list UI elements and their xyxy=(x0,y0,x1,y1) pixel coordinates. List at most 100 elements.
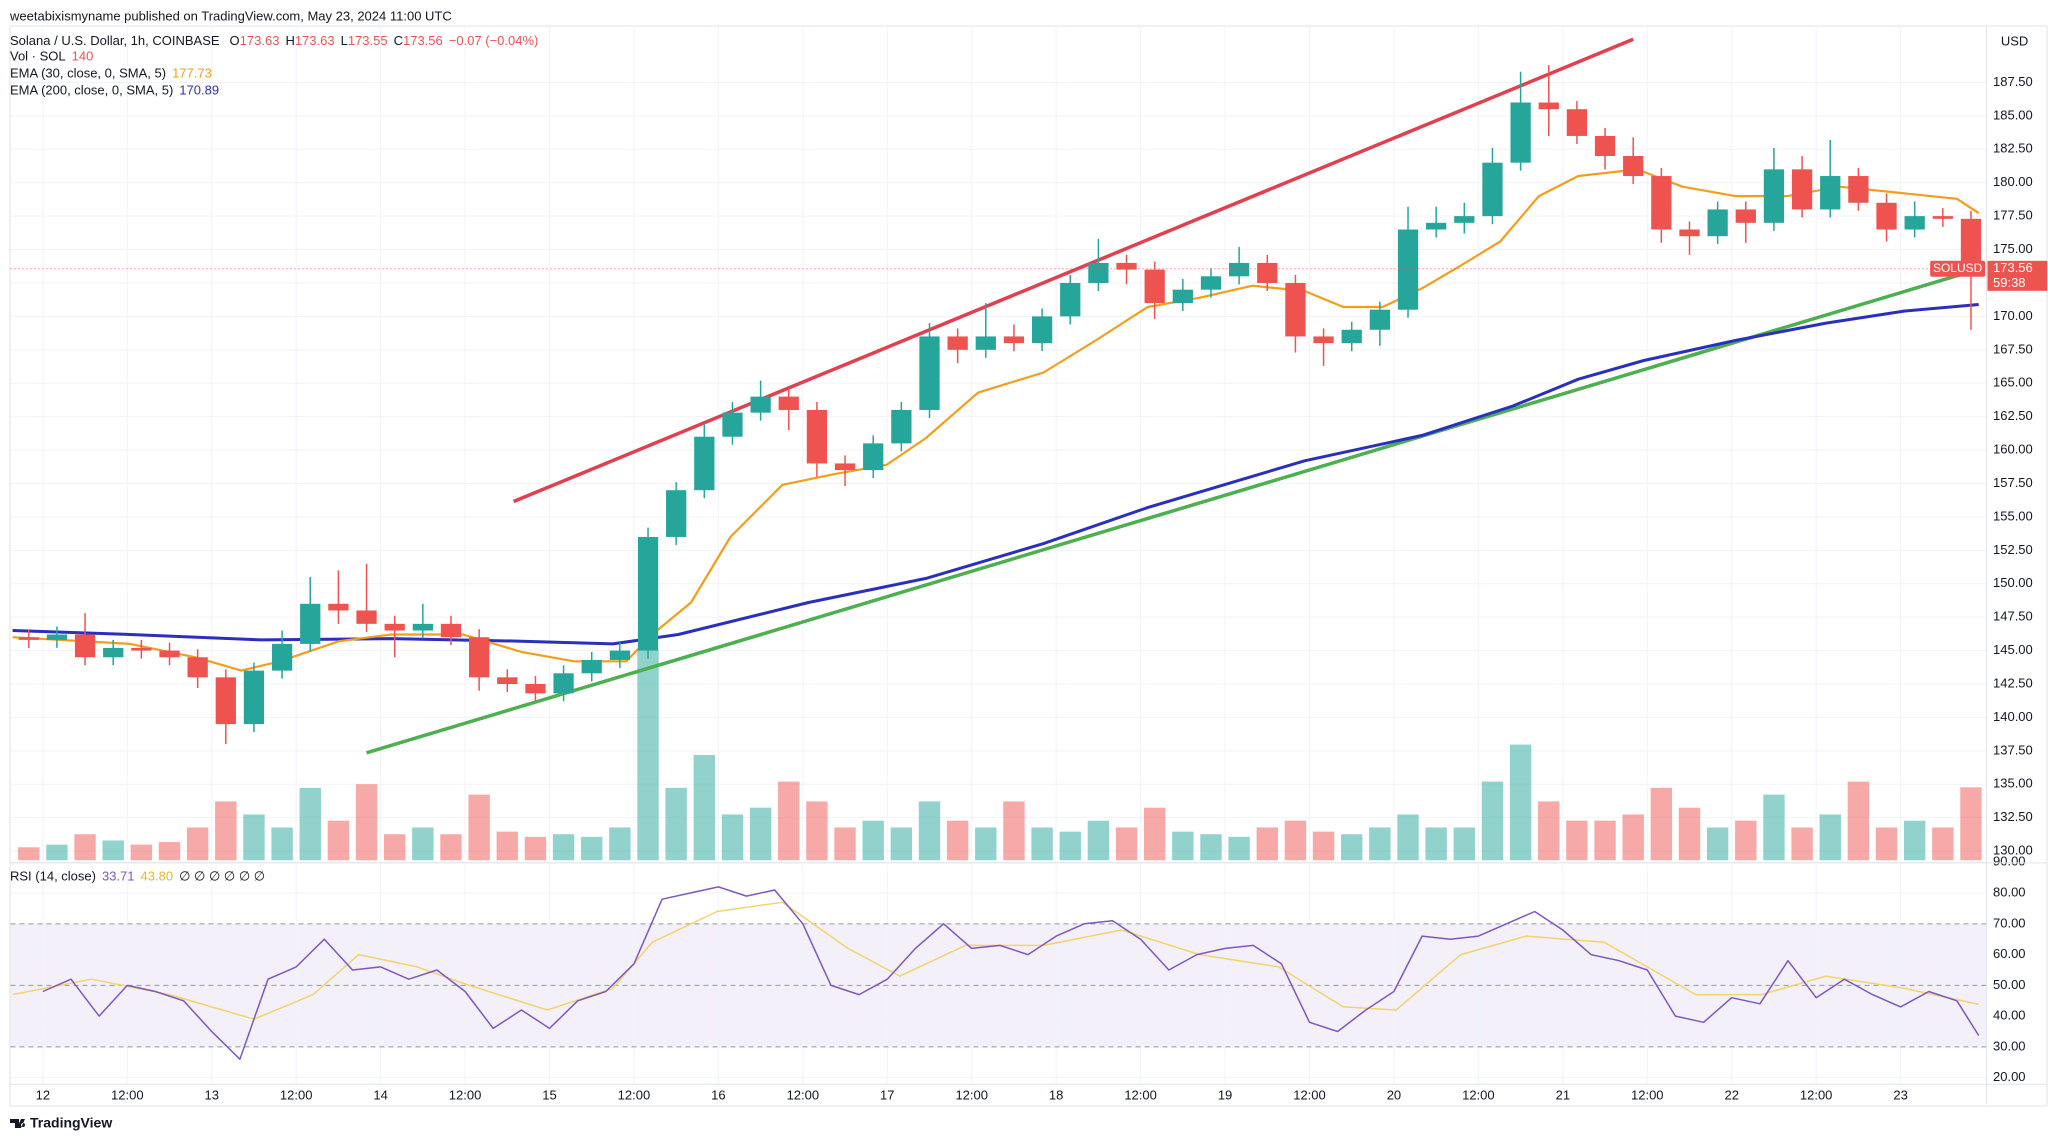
y-tick-label: 170.00 xyxy=(1993,308,2033,323)
symbol-tag xyxy=(1930,260,1986,277)
candle-body xyxy=(609,650,631,660)
volume-bar xyxy=(975,827,997,861)
volume-bar xyxy=(1369,827,1391,861)
volume-bar xyxy=(355,784,378,861)
volume-bar xyxy=(158,842,181,861)
candle-body xyxy=(497,677,518,685)
candle-body xyxy=(159,650,180,658)
candle-body xyxy=(1116,262,1137,270)
volume-bar xyxy=(1453,827,1476,861)
candle-body xyxy=(1538,102,1559,110)
legend-symbol-part: 173.55 xyxy=(348,33,388,48)
volume-bar xyxy=(299,787,321,861)
rsi-tick-label: 80.00 xyxy=(1993,884,2026,899)
volume-bar xyxy=(552,834,575,861)
candle-body xyxy=(356,610,377,624)
candle-body xyxy=(637,536,659,651)
volume-bar xyxy=(1735,820,1757,861)
volume-bar xyxy=(1397,814,1419,861)
volume-bar xyxy=(1115,827,1138,861)
volume-bar xyxy=(1481,781,1504,861)
price-pane xyxy=(12,37,1982,861)
candle-body xyxy=(1876,202,1897,230)
volume-bar xyxy=(1594,820,1616,861)
volume-bar xyxy=(918,801,941,861)
candle-body xyxy=(469,637,490,678)
volume-bar xyxy=(1284,820,1307,861)
candle-body xyxy=(1791,169,1813,210)
y-tick-label: 130.00 xyxy=(1993,843,2033,858)
price-tag xyxy=(1987,260,2047,291)
x-tick-label: 12 xyxy=(36,1087,50,1102)
candle-body xyxy=(1172,289,1193,304)
candle-body xyxy=(18,637,39,640)
y-tick-label: 132.50 xyxy=(1993,809,2033,824)
y-tick-label: 145.00 xyxy=(1993,642,2033,657)
candle-body xyxy=(1341,329,1362,344)
x-tick-label: 12:00 xyxy=(111,1087,144,1102)
x-tick-label: 12:00 xyxy=(449,1087,482,1102)
volume-bar xyxy=(215,801,237,861)
candle-body xyxy=(74,634,96,658)
volume-bar xyxy=(890,827,913,861)
legend-symbol-part: C xyxy=(394,33,403,48)
candle-body xyxy=(1904,216,1925,230)
candle-body xyxy=(1088,262,1109,283)
y-tick-label: 185.00 xyxy=(1993,107,2033,122)
trendline xyxy=(512,37,1634,504)
volume-bar xyxy=(749,807,772,861)
candle-body xyxy=(1566,109,1588,136)
volume-bar xyxy=(1059,831,1081,861)
trendline xyxy=(365,269,1973,755)
chart-frame xyxy=(9,25,2048,1107)
candle-body xyxy=(1932,216,1953,219)
volume-bar xyxy=(1847,781,1870,861)
candle-body xyxy=(1707,209,1728,237)
volume-bar xyxy=(1819,814,1841,861)
candle-body xyxy=(1369,309,1391,330)
candle-body xyxy=(1003,336,1025,344)
candle-body xyxy=(1763,169,1785,223)
y-tick-label: 155.00 xyxy=(1993,508,2033,523)
volume-bar xyxy=(468,794,490,861)
x-tick-label: 12:00 xyxy=(1124,1087,1157,1102)
volume-bar xyxy=(102,840,124,861)
volume-bar xyxy=(1172,831,1194,861)
legend-symbol-part: −0.07 (−0.04%) xyxy=(449,33,539,48)
candle-body xyxy=(300,603,321,644)
legend-ema30-part: EMA (30, close, 0, SMA, 5) xyxy=(10,66,166,81)
brand-logo xyxy=(10,1119,26,1128)
volume-bar xyxy=(524,836,547,861)
y-tick-label: 167.50 xyxy=(1993,341,2033,356)
x-tick-label: 12:00 xyxy=(1293,1087,1326,1102)
y-tick-label: 187.50 xyxy=(1993,74,2033,89)
legend-volume: Vol · SOL 140 xyxy=(10,49,93,64)
volume-bar xyxy=(440,834,462,861)
candle-body xyxy=(215,677,236,725)
candle-body xyxy=(1144,269,1165,304)
y-tick-label: 142.50 xyxy=(1993,675,2033,690)
candle-body xyxy=(1426,222,1447,230)
price-tag-value: 173.56 xyxy=(1993,260,2033,275)
x-tick-label: 12:00 xyxy=(787,1087,820,1102)
x-tick-label: 12:00 xyxy=(1800,1087,1833,1102)
x-tick-label: 13 xyxy=(204,1087,218,1102)
candle-body xyxy=(1848,176,1869,203)
y-tick-label: 175.00 xyxy=(1993,241,2033,256)
x-tick-label: 12:00 xyxy=(1631,1087,1664,1102)
candle-body xyxy=(778,396,799,410)
candle-body xyxy=(891,409,912,444)
volume-bar xyxy=(1960,787,1982,861)
rsi-tick-label: 40.00 xyxy=(1993,1008,2026,1023)
volume-bar xyxy=(806,801,828,861)
volume-bar xyxy=(74,834,96,861)
volume-bar xyxy=(1538,801,1560,861)
price-tag-countdown: 59:38 xyxy=(1993,275,2026,290)
candle-body xyxy=(947,336,968,350)
rsi-line xyxy=(42,886,1980,1060)
candle-body xyxy=(328,603,349,611)
candle-body xyxy=(863,443,884,471)
y-tick-label: 160.00 xyxy=(1993,442,2033,457)
volume-bar xyxy=(271,827,293,861)
